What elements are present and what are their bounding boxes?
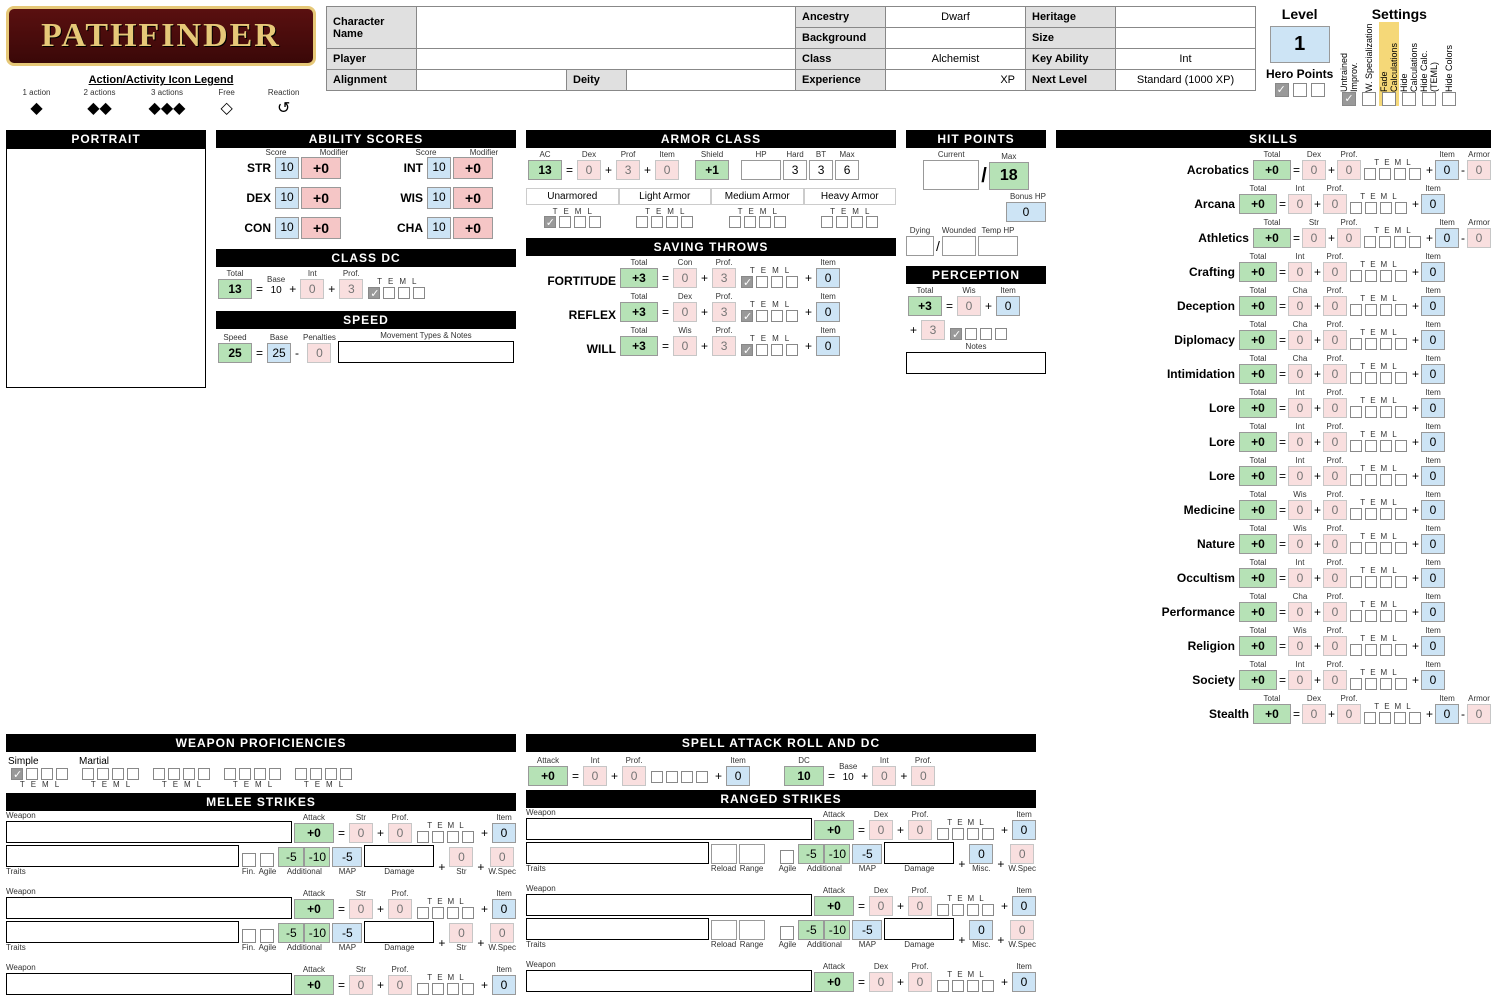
classdc-header: CLASS DC — [216, 249, 516, 267]
classdc-total: 13 — [218, 279, 252, 299]
ac-header: ARMOR CLASS — [526, 130, 896, 148]
skill-deception: Deception Total+0 = Cha0 + Prof.0 TEML +… — [1056, 284, 1491, 316]
setting-3[interactable] — [1402, 92, 1416, 106]
hero-point-1[interactable] — [1275, 83, 1289, 97]
key-ability[interactable]: Int — [1116, 49, 1256, 70]
traits-input[interactable] — [526, 842, 709, 864]
skill-nature: Nature Total+0 = Wis0 + Prof.0 TEML + It… — [1056, 522, 1491, 554]
hero-point-3[interactable] — [1311, 83, 1325, 97]
skill-diplomacy: Diplomacy Total+0 = Cha0 + Prof.0 TEML +… — [1056, 318, 1491, 350]
settings: Untrained Improv.W. SpecializationFade C… — [1339, 22, 1459, 106]
shield-hp[interactable] — [741, 160, 781, 180]
ability-scores-header: ABILITY SCORES — [216, 130, 516, 148]
skill-lore: Lore Total+0 = Int0 + Prof.0 TEML + Item… — [1056, 454, 1491, 486]
spell-header: SPELL ATTACK ROLL AND DC — [526, 734, 1036, 752]
cha-mod: +0 — [453, 217, 493, 239]
wp-header: WEAPON PROFICIENCIES — [6, 734, 516, 752]
saves-header: SAVING THROWS — [526, 238, 896, 256]
character-name-input[interactable] — [417, 7, 796, 49]
legend-title: Action/Activity Icon Legend — [6, 74, 316, 86]
shield-bonus: +1 — [695, 160, 729, 180]
skill-stealth: Stealth Total+0 = Dex0 + Prof.0 TEML + I… — [1056, 692, 1491, 724]
skill-religion: Religion Total+0 = Wis0 + Prof.0 TEML + … — [1056, 624, 1491, 656]
speed-pen: 0 — [307, 343, 331, 363]
level[interactable]: 1 — [1270, 26, 1330, 63]
legend: 1 action◆ 2 actions◆◆ 3 actions◆◆◆ Free◇… — [6, 88, 316, 118]
classdc-prof: 3 — [339, 279, 363, 299]
skill-crafting: Crafting Total+0 = Int0 + Prof.0 TEML + … — [1056, 250, 1491, 282]
temp-hp[interactable] — [978, 236, 1018, 256]
portrait-box[interactable] — [6, 148, 206, 388]
weapon-input[interactable] — [6, 821, 292, 843]
settings-label: Settings — [1339, 6, 1459, 22]
classdc-int: 0 — [300, 279, 324, 299]
setting-4[interactable] — [1422, 92, 1436, 106]
setting-0[interactable] — [1342, 92, 1356, 106]
dex-score[interactable]: 10 — [275, 187, 299, 209]
skill-occultism: Occultism Total+0 = Int0 + Prof.0 TEML +… — [1056, 556, 1491, 588]
skill-acrobatics: Acrobatics Total+0 = Dex0 + Prof.0 TEML … — [1056, 148, 1491, 180]
skill-medicine: Medicine Total+0 = Wis0 + Prof.0 TEML + … — [1056, 488, 1491, 520]
class[interactable]: Alchemist — [886, 49, 1026, 70]
wis-mod: +0 — [453, 187, 493, 209]
speed-notes[interactable] — [338, 341, 514, 363]
wis-score[interactable]: 10 — [427, 187, 451, 209]
setting-2[interactable] — [1382, 92, 1396, 106]
melee-header: MELEE STRIKES — [6, 793, 516, 811]
alignment[interactable] — [417, 70, 567, 91]
perception-header: PERCEPTION — [906, 266, 1046, 284]
traits-input[interactable] — [526, 918, 709, 940]
level-label: Level — [1266, 6, 1333, 22]
speed-base[interactable]: 25 — [267, 343, 291, 363]
header-table: Character Name AncestryDwarf Heritage Ba… — [326, 6, 1256, 91]
hp-max: 18 — [989, 162, 1029, 190]
skill-lore: Lore Total+0 = Int0 + Prof.0 TEML + Item… — [1056, 420, 1491, 452]
bonus-hp[interactable]: 0 — [1006, 202, 1046, 222]
skill-performance: Performance Total+0 = Cha0 + Prof.0 TEML… — [1056, 590, 1491, 622]
dying[interactable] — [906, 236, 934, 256]
int-mod: +0 — [453, 157, 493, 179]
wounded[interactable] — [942, 236, 976, 256]
cha-score[interactable]: 10 — [427, 217, 451, 239]
heritage[interactable] — [1116, 7, 1256, 28]
weapon-input[interactable] — [526, 818, 812, 840]
ranged-header: RANGED STRIKES — [526, 790, 1036, 808]
str-score[interactable]: 10 — [275, 157, 299, 179]
weapon-input[interactable] — [6, 897, 292, 919]
dex-mod: +0 — [301, 187, 341, 209]
setting-1[interactable] — [1362, 92, 1376, 106]
skill-society: Society Total+0 = Int0 + Prof.0 TEML + I… — [1056, 658, 1491, 690]
skill-athletics: Athletics Total+0 = Str0 + Prof.0 TEML +… — [1056, 216, 1491, 248]
str-mod: +0 — [301, 157, 341, 179]
hp-current[interactable] — [923, 160, 979, 190]
perception-notes[interactable] — [906, 352, 1046, 374]
hero-point-2[interactable] — [1293, 83, 1307, 97]
hp-header: HIT POINTS — [906, 130, 1046, 148]
player[interactable] — [417, 49, 796, 70]
portrait-header: PORTRAIT — [6, 130, 206, 148]
skill-lore: Lore Total+0 = Int0 + Prof.0 TEML + Item… — [1056, 386, 1491, 418]
con-mod: +0 — [301, 217, 341, 239]
hero-points-label: Hero Points — [1266, 67, 1333, 81]
setting-5[interactable] — [1442, 92, 1456, 106]
skill-intimidation: Intimidation Total+0 = Cha0 + Prof.0 TEM… — [1056, 352, 1491, 384]
ancestry[interactable]: Dwarf — [886, 7, 1026, 28]
deity[interactable] — [627, 70, 796, 91]
logo: PATHFINDER — [6, 6, 316, 66]
experience[interactable]: XP — [886, 70, 1026, 91]
next-level[interactable]: Standard (1000 XP) — [1116, 70, 1256, 91]
size[interactable] — [1116, 28, 1256, 49]
speed-total: 25 — [218, 343, 252, 363]
skills-header: SKILLS — [1056, 130, 1491, 148]
int-score[interactable]: 10 — [427, 157, 451, 179]
traits-input[interactable] — [6, 921, 239, 943]
traits-input[interactable] — [6, 845, 239, 867]
speed-header: SPEED — [216, 311, 516, 329]
background[interactable] — [886, 28, 1026, 49]
skill-arcana: Arcana Total+0 = Int0 + Prof.0 TEML + It… — [1056, 182, 1491, 214]
con-score[interactable]: 10 — [275, 217, 299, 239]
weapon-input[interactable] — [526, 894, 812, 916]
ac-total: 13 — [528, 160, 562, 180]
